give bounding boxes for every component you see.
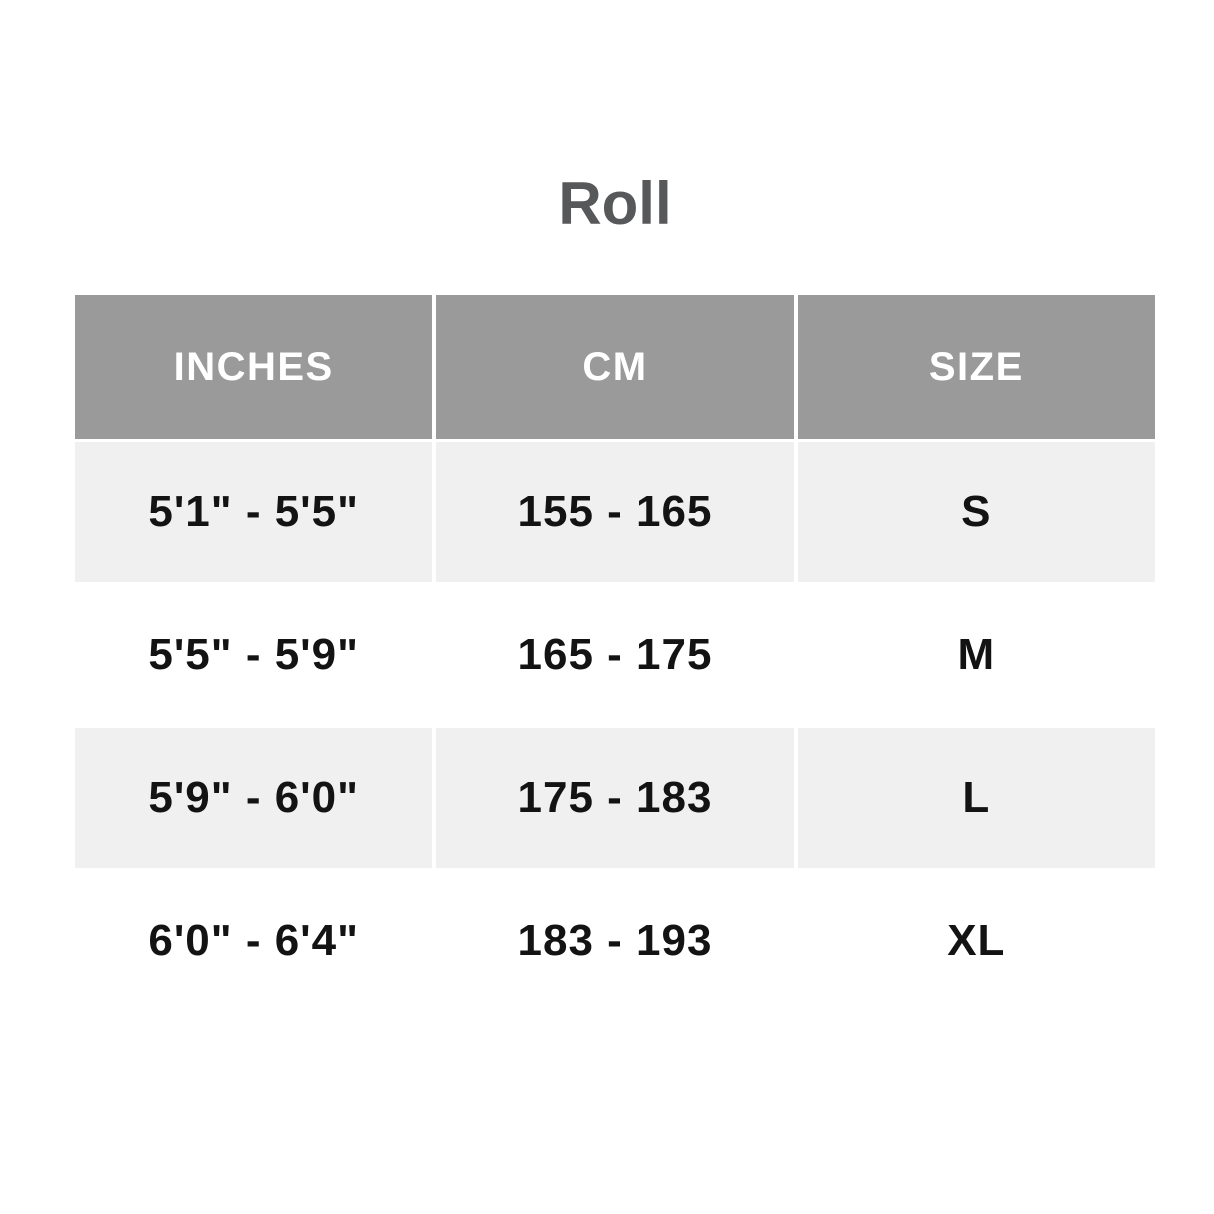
cell-size-row-s: S <box>797 442 1155 582</box>
cell-cm-row-s: 155 - 165 <box>436 442 794 582</box>
cell-inches-row-s: 5'1" - 5'5" <box>75 442 433 582</box>
page-title: Roll <box>558 170 672 237</box>
column-header-inches: INCHES <box>75 295 433 439</box>
cell-cm-row-xl: 183 - 193 <box>436 871 794 1011</box>
cell-size-row-xl: XL <box>797 871 1155 1011</box>
cell-size-row-l: L <box>797 728 1155 868</box>
cell-cm-row-l: 175 - 183 <box>436 728 794 868</box>
column-header-cm: CM <box>436 295 794 439</box>
cell-size-row-m: M <box>797 585 1155 725</box>
cell-cm-row-m: 165 - 175 <box>436 585 794 725</box>
cell-inches-row-m: 5'5" - 5'9" <box>75 585 433 725</box>
size-chart-table: INCHES CM SIZE 5'1" - 5'5" 155 - 165 S 5… <box>75 295 1155 1011</box>
column-header-size: SIZE <box>797 295 1155 439</box>
cell-inches-row-l: 5'9" - 6'0" <box>75 728 433 868</box>
cell-inches-row-xl: 6'0" - 6'4" <box>75 871 433 1011</box>
